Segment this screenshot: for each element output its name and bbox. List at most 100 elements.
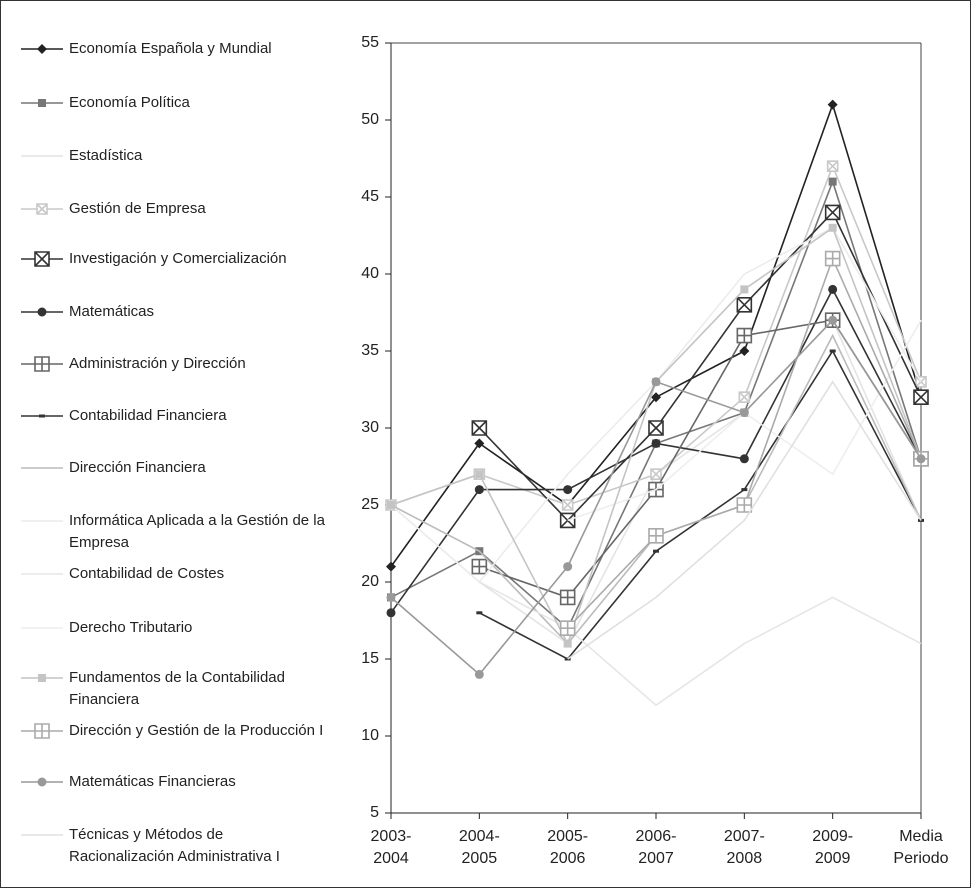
marker — [34, 356, 50, 372]
marker — [824, 204, 841, 221]
x-tick-label: 2005- — [547, 828, 588, 845]
legend-label: Contabilidad de Costes — [69, 565, 225, 582]
x-tick-label: 2004 — [373, 850, 409, 867]
y-tick-label: 50 — [361, 111, 379, 128]
marker — [653, 549, 659, 553]
marker — [828, 223, 837, 232]
marker — [386, 592, 396, 602]
y-tick-label: 45 — [361, 188, 379, 205]
marker — [563, 639, 572, 648]
series-line — [567, 380, 922, 660]
legend-label: Economía Política — [69, 94, 190, 111]
marker — [37, 44, 47, 54]
marker — [736, 497, 753, 513]
legend-label: Fundamentos de la Contabilidad Financier… — [69, 669, 285, 708]
marker — [475, 470, 484, 479]
series — [559, 250, 929, 636]
marker — [476, 611, 483, 615]
marker — [827, 99, 838, 110]
x-tick-label: 2007- — [724, 828, 765, 845]
marker — [913, 389, 929, 405]
series-line — [567, 256, 922, 629]
y-tick-label: 55 — [361, 34, 379, 51]
x-tick-label: 2006 — [550, 850, 586, 867]
marker — [37, 307, 47, 317]
legend-swatch — [21, 834, 63, 836]
x-tick-label: 2008 — [727, 850, 763, 867]
marker — [648, 528, 664, 544]
x-tick-label: Periodo — [893, 850, 948, 867]
x-tick-label: 2009 — [815, 850, 851, 867]
marker — [741, 488, 748, 492]
marker — [386, 561, 396, 572]
marker — [387, 501, 395, 509]
series-line — [390, 164, 922, 506]
marker — [474, 485, 484, 495]
y-tick-label: 35 — [361, 342, 379, 359]
marker — [824, 250, 841, 267]
legend-swatch — [21, 356, 63, 372]
y-tick-label: 15 — [361, 650, 379, 667]
series — [471, 204, 929, 529]
y-tick-label: 5 — [370, 804, 379, 821]
legend-label: Matemáticas — [69, 303, 155, 320]
legend-label: Gestión de Empresa — [69, 200, 206, 217]
legend-label: Técnicas y Métodos de Racionalización Ad… — [69, 826, 280, 865]
marker — [739, 454, 749, 464]
x-tick-label: Media — [899, 828, 943, 845]
marker — [738, 391, 751, 403]
series — [567, 380, 922, 660]
marker — [36, 203, 48, 215]
marker — [736, 297, 753, 313]
marker — [740, 285, 749, 294]
marker — [829, 349, 836, 353]
marker — [474, 669, 484, 679]
marker — [386, 608, 396, 618]
x-tick-label: 2006- — [636, 828, 677, 845]
marker — [561, 499, 574, 511]
legend-label: Derecho Tributario — [69, 619, 193, 636]
marker — [826, 160, 839, 172]
x-tick-label: 2004- — [459, 828, 500, 845]
marker — [828, 315, 838, 325]
x-tick-label: 2007 — [638, 850, 674, 867]
marker — [37, 777, 47, 787]
marker — [471, 420, 488, 436]
series — [471, 312, 929, 606]
series-line — [390, 287, 922, 614]
marker — [471, 558, 488, 575]
marker — [559, 589, 576, 606]
legend-label: Dirección y Gestión de la Producción I — [69, 722, 324, 739]
legend-label: Estadística — [69, 147, 143, 164]
series — [386, 284, 926, 618]
marker — [651, 392, 661, 403]
legend-swatch — [21, 520, 63, 522]
y-tick-label: 40 — [361, 265, 379, 282]
legend-label: Contabilidad Financiera — [69, 407, 227, 424]
marker — [38, 674, 46, 682]
x-tick-label: 2005 — [462, 850, 498, 867]
series — [385, 160, 927, 511]
series — [386, 315, 926, 679]
marker — [650, 468, 662, 480]
legend-label: Economía Española y Mundial — [69, 40, 272, 57]
legend-label: Informática Aplicada a la Gestión de la … — [69, 512, 325, 551]
legend-swatch — [21, 44, 63, 54]
marker — [38, 99, 46, 107]
marker — [563, 485, 573, 495]
marker — [648, 420, 664, 436]
marker — [828, 284, 838, 294]
series-line — [478, 581, 922, 707]
marker — [739, 346, 750, 356]
legend-swatch — [21, 414, 63, 418]
legend-label: Administración y Dirección — [69, 355, 246, 372]
legend-swatch — [21, 251, 63, 267]
legend-swatch — [21, 99, 63, 107]
legend-label: Matemáticas Financieras — [69, 773, 236, 790]
marker — [736, 327, 753, 344]
series — [476, 349, 924, 661]
marker — [651, 377, 661, 387]
marker — [563, 562, 573, 572]
